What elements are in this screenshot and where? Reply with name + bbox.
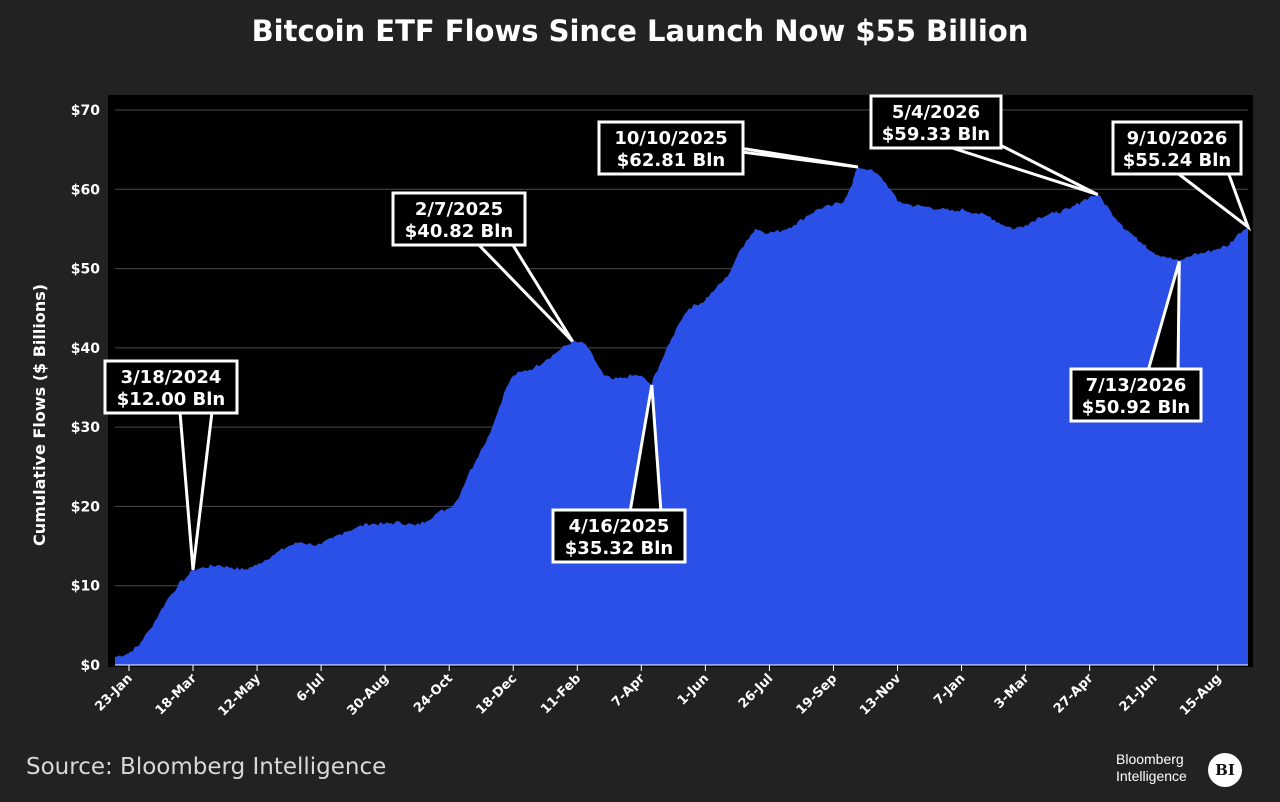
y-tick-label: $30	[71, 420, 100, 436]
y-axis-label: Cumulative Flows ($ Billions)	[30, 284, 49, 546]
source-note: Source: Bloomberg Intelligence	[26, 754, 387, 780]
annotation-callout: 9/10/2026$55.24 Bln	[1111, 120, 1252, 232]
x-tick-label: 23-Jan	[92, 671, 135, 714]
callout-value: $59.33 Bln	[882, 124, 990, 145]
callout-date: 3/18/2024	[121, 367, 222, 388]
callout-value: $55.24 Bln	[1123, 150, 1231, 171]
callout-box	[103, 359, 239, 415]
annotation-callout: 5/4/2026$59.33 Bln	[869, 94, 1099, 197]
chart-title: Bitcoin ETF Flows Since Launch Now $55 B…	[251, 14, 1029, 48]
x-axis: 23-Jan 18-Mar 12-May 6-Jul 30-Aug 24-Oct 18-De…	[92, 664, 1248, 720]
bloomberg-intelligence-logo: Bloomberg Intelligence BI	[1116, 751, 1246, 791]
logo-wordmark: Bloomberg Intelligence	[1116, 751, 1187, 785]
callout-date: 4/16/2025	[569, 516, 670, 537]
annotation-callout: 4/16/2025$35.32 Bln	[551, 384, 687, 564]
bi-badge-icon: BI	[1208, 753, 1242, 787]
x-tick-label: 21-Jun	[1117, 671, 1161, 715]
callout-value: $50.92 Bln	[1082, 397, 1190, 418]
x-tick-label: 30-Aug	[345, 671, 392, 718]
callout-box	[391, 191, 527, 247]
y-tick-label: $10	[71, 579, 100, 595]
y-tick-label: $0	[81, 658, 101, 674]
x-tick-label: 15-Aug	[1177, 671, 1224, 718]
x-tick-label: 3-Mar	[992, 671, 1033, 712]
x-tick-label: 11-Feb	[538, 671, 584, 717]
x-tick-label: 12-May	[216, 671, 265, 720]
cumulative-flows-area	[115, 167, 1248, 665]
callout-date: 9/10/2026	[1127, 128, 1228, 149]
x-tick-label: 13-Nov	[857, 671, 905, 719]
callout-date: 10/10/2025	[614, 128, 727, 149]
y-axis: $0 $10 $20 $30 $40 $50 $60 $70	[71, 103, 100, 674]
annotation-callout: 10/10/2025$62.81 Bln	[597, 120, 859, 176]
x-tick-label: 7-Jan	[931, 671, 968, 708]
callout-box	[597, 120, 745, 176]
callout-box	[869, 94, 1003, 150]
logo-line-2: Intelligence	[1116, 768, 1187, 784]
callout-date: 7/13/2026	[1086, 375, 1187, 396]
logo-line-1: Bloomberg	[1116, 751, 1184, 767]
annotation-callout: 3/18/2024$12.00 Bln	[103, 359, 239, 571]
y-tick-label: $60	[71, 182, 100, 198]
callout-box	[551, 508, 687, 564]
x-tick-label: 19-Sep	[794, 671, 841, 718]
callout-value: $12.00 Bln	[117, 389, 225, 410]
x-tick-label: 18-Mar	[153, 671, 201, 719]
y-tick-label: $20	[71, 499, 100, 515]
y-tick-label: $50	[71, 262, 100, 278]
callout-box	[1111, 120, 1243, 176]
callout-box	[1069, 367, 1203, 423]
callout-date: 2/7/2025	[415, 199, 503, 220]
annotation-callout: 7/13/2026$50.92 Bln	[1069, 260, 1203, 423]
annotation-callout: 2/7/2025$40.82 Bln	[391, 191, 574, 343]
x-tick-label: 1-Jun	[675, 671, 712, 708]
x-tick-label: 6-Jul	[294, 671, 328, 705]
x-tick-label: 18-Dec	[474, 671, 521, 718]
callout-date: 5/4/2026	[892, 102, 980, 123]
x-tick-label: 27-Apr	[1051, 671, 1097, 717]
x-tick-label: 7-Apr	[609, 671, 648, 710]
y-tick-label: $40	[71, 341, 100, 357]
callout-value: $40.82 Bln	[405, 221, 513, 242]
y-tick-label: $70	[71, 103, 100, 119]
annotations: 3/18/2024$12.00 Bln 2/7/2025$40.82 Bln 4/1…	[103, 94, 1252, 571]
callout-value: $62.81 Bln	[617, 150, 725, 171]
x-tick-label: 24-Oct	[411, 671, 456, 716]
callout-value: $35.32 Bln	[565, 538, 673, 559]
x-tick-label: 26-Jul	[736, 671, 776, 711]
